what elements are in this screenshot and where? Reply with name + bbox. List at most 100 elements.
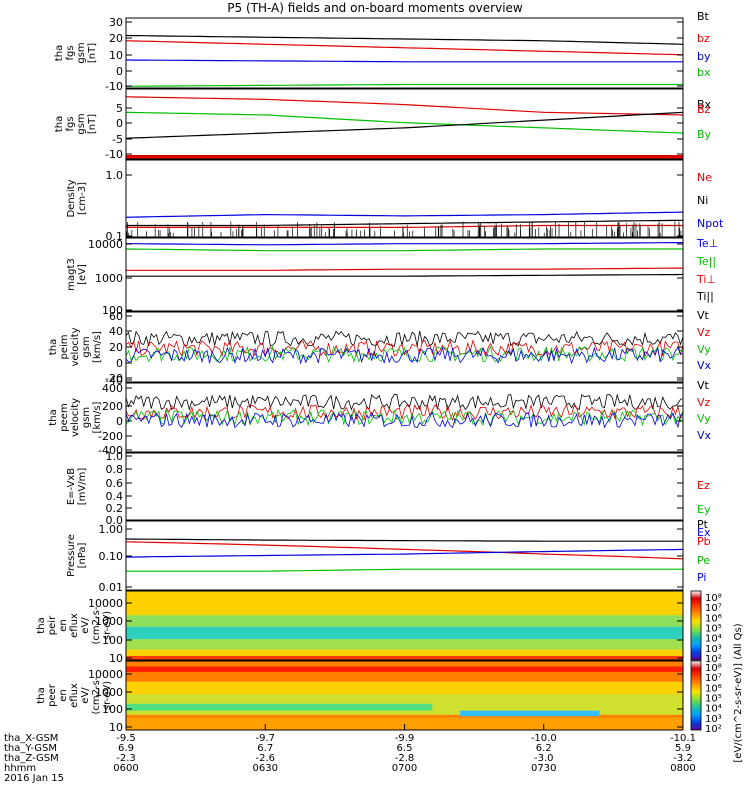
legend-entry: Vz — [697, 326, 711, 339]
y-tick-label: 10 — [109, 652, 123, 665]
y-tick-label: 1000 — [95, 272, 123, 285]
y-tick-label: -400 — [98, 444, 123, 457]
series-line-pe — [126, 568, 683, 572]
y-axis-label: E=-VxB[mV/m] — [66, 468, 88, 506]
y-tick-label: -40 — [105, 374, 123, 387]
y-tick-label: 20 — [109, 32, 123, 45]
y-tick-label: 0 — [116, 117, 123, 130]
y-tick-label: 1.0 — [106, 450, 124, 463]
series-line-pt — [125, 538, 683, 542]
y-tick-label: 1000 — [95, 615, 123, 628]
y-axis-label: magt3[eV] — [66, 258, 88, 291]
panel-frame — [125, 88, 684, 160]
y-tick-label: 40 — [109, 325, 123, 338]
legend-entry: Vx — [697, 359, 712, 372]
series-line-vz — [125, 339, 684, 358]
date-label: 2016 Jan 15 — [4, 773, 64, 784]
y-tick-label: 0.10 — [99, 550, 124, 563]
legend-entry: bx — [697, 66, 711, 79]
x-tick-label: 6.2 — [536, 743, 552, 754]
series-line-vx — [125, 346, 684, 365]
y-tick-label: 0 — [116, 357, 123, 370]
series-line-bz — [125, 96, 684, 116]
series-line-vy — [125, 408, 684, 427]
panel-10: 10000 1000 100 10 thapeerenefluxeV/(cm2-s-sr… — [36, 660, 684, 734]
series-line-pb — [125, 541, 684, 560]
y-axis-label: thapeerenefluxeV/(cm2-s-sr-eV) — [36, 676, 113, 714]
y-tick-label: 0 — [116, 415, 123, 428]
y-tick-label: 0.2 — [106, 502, 124, 515]
series-line-te — [126, 242, 683, 246]
x-tick-label: -3.0 — [534, 753, 554, 764]
y-tick-label: 0.0 — [106, 514, 124, 527]
x-row-label: tha_Y-GSM — [4, 743, 57, 754]
series-line-vt — [125, 393, 684, 411]
y-tick-label: 5 — [116, 102, 123, 115]
y-tick-label: 200 — [102, 400, 123, 413]
series-line-ti — [126, 267, 683, 271]
x-tick-label: -3.2 — [673, 753, 693, 764]
legend-entry: Vt — [697, 379, 710, 392]
panel-3: 1.0 0.1 Density[cm-3] Ne Ni Npot — [66, 159, 724, 243]
page-title: P5 (TH-A) fields and on-board moments ov… — [227, 1, 523, 15]
heatmap-10 — [126, 661, 683, 730]
legend-entry: Bt — [697, 10, 710, 23]
legend-entry: Pe — [697, 554, 710, 567]
x-tick-label: -10.0 — [531, 733, 557, 744]
heatmap-9 — [126, 591, 683, 660]
colorbar-tick-label: 10⁴ — [705, 634, 722, 645]
y-tick-label: 100 — [102, 634, 123, 647]
panel-6: 400 200 0 -200-400 thapeemvelocitygsm[km/s] V… — [48, 379, 712, 457]
legend-entry: bz — [697, 32, 710, 45]
series-line-ni — [126, 219, 684, 227]
y-tick-label: 10 — [109, 721, 123, 734]
series-line-npot — [125, 211, 684, 218]
y-tick-label: 10000 — [88, 238, 123, 251]
y-tick-label: 60 — [109, 310, 123, 323]
legend-entry: Ne — [697, 171, 712, 184]
x-tick-label: -10.1 — [670, 733, 696, 744]
legend-entry: Te|| — [696, 255, 716, 268]
y-tick-label: -200 — [98, 430, 123, 443]
x-tick-label: 6.5 — [397, 743, 413, 754]
y-axis-label: thafgsgsm[nT] — [54, 42, 98, 63]
y-tick-label: 0.6 — [106, 477, 124, 490]
quality-flag-bar — [126, 155, 683, 159]
x-tick-label: 0600 — [113, 763, 138, 774]
y-tick-label: 0.01 — [99, 581, 124, 594]
x-tick-label: 5.9 — [675, 743, 691, 754]
colorbar-tick-label: 10⁵ — [705, 624, 722, 635]
y-tick-label: 1.0 — [106, 169, 124, 182]
colorbar-tick-label: 10⁷ — [705, 603, 722, 614]
series-line-te — [125, 248, 683, 252]
colorbar-tick-label: 10⁷ — [705, 673, 722, 684]
series-line-vx — [125, 411, 684, 429]
y-tick-label: 10000 — [88, 668, 123, 681]
y-tick-label: 10000 — [88, 597, 123, 610]
y-tick-label: 400 — [102, 382, 123, 395]
series-line-by — [125, 59, 683, 63]
legend-entry: Ti|| — [696, 290, 714, 303]
series-line-bx — [125, 111, 684, 139]
y-axis-label: thafgsgsm[nT] — [54, 113, 98, 134]
panel-8: 1.00 0.10 0.01 Pressure[nPa] Pt Pb Pe Pi — [66, 518, 711, 594]
legend-entry: Ni — [697, 194, 708, 207]
colorbar-tick-label: 10² — [705, 724, 722, 735]
y-axis-label: thapeimvelocitygsm[km/s] — [48, 327, 103, 366]
y-axis-label: Pressure[nPa] — [66, 534, 88, 577]
y-tick-label: 0.8 — [106, 463, 124, 476]
series-line-ne — [126, 224, 683, 228]
colorbar-tick-label: 10⁵ — [705, 694, 722, 705]
legend-entry: Vy — [697, 412, 711, 425]
y-axis-label: thapeirenefluxeV/(cm2-s-sr-eV) — [36, 606, 113, 644]
legend-entry: Ez — [697, 479, 710, 492]
legend-entry: Pi — [697, 571, 706, 584]
panel-4: 10000 1000 100 magt3[eV] Te⊥ Te|| Ti⊥ Ti|| — [66, 237, 718, 317]
y-axis-label: Density[cm-3] — [66, 179, 88, 217]
y-tick-label: -5 — [112, 133, 123, 146]
panel-frame — [125, 452, 684, 521]
x-tick-label: 6.7 — [257, 743, 273, 754]
y-tick-label: 10 — [109, 49, 123, 62]
